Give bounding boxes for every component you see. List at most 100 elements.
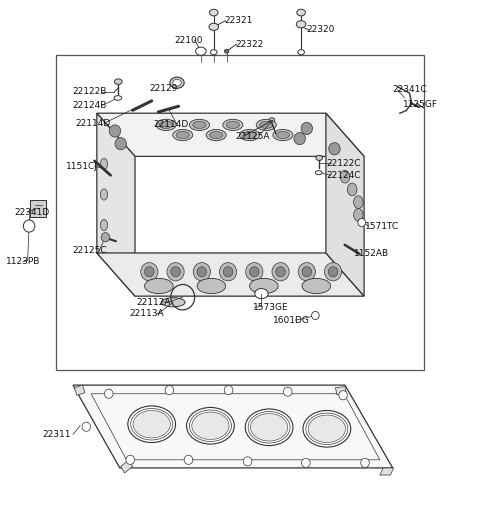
Ellipse shape bbox=[260, 121, 273, 128]
Ellipse shape bbox=[250, 278, 278, 294]
Circle shape bbox=[141, 263, 158, 281]
Circle shape bbox=[276, 267, 285, 277]
Ellipse shape bbox=[173, 129, 193, 141]
Circle shape bbox=[171, 267, 180, 277]
Text: 22341D: 22341D bbox=[15, 208, 50, 217]
Ellipse shape bbox=[308, 415, 346, 443]
Ellipse shape bbox=[114, 96, 121, 100]
Text: 22322: 22322 bbox=[235, 39, 264, 49]
Ellipse shape bbox=[298, 50, 304, 55]
Polygon shape bbox=[120, 460, 132, 473]
Ellipse shape bbox=[296, 21, 306, 28]
Circle shape bbox=[223, 267, 233, 277]
Text: 22113A: 22113A bbox=[129, 310, 164, 318]
Ellipse shape bbox=[224, 49, 229, 53]
Ellipse shape bbox=[226, 121, 240, 128]
Text: 22341C: 22341C bbox=[393, 85, 427, 95]
Ellipse shape bbox=[161, 298, 185, 307]
Circle shape bbox=[126, 455, 134, 464]
Circle shape bbox=[24, 220, 35, 232]
Text: 1125GF: 1125GF bbox=[403, 100, 438, 108]
Circle shape bbox=[301, 458, 310, 468]
Circle shape bbox=[302, 267, 312, 277]
Circle shape bbox=[105, 389, 113, 398]
Text: 1601DG: 1601DG bbox=[274, 316, 310, 324]
Text: 22124B: 22124B bbox=[72, 101, 107, 110]
Ellipse shape bbox=[176, 131, 190, 138]
Text: 22100: 22100 bbox=[174, 35, 203, 44]
Ellipse shape bbox=[196, 47, 206, 55]
Ellipse shape bbox=[255, 289, 268, 299]
Ellipse shape bbox=[223, 119, 243, 130]
Circle shape bbox=[109, 125, 120, 137]
Ellipse shape bbox=[243, 131, 256, 138]
Ellipse shape bbox=[303, 410, 351, 447]
Text: 22122C: 22122C bbox=[326, 158, 360, 168]
Circle shape bbox=[328, 267, 338, 277]
Circle shape bbox=[219, 263, 237, 281]
Ellipse shape bbox=[209, 23, 218, 30]
Ellipse shape bbox=[100, 189, 108, 200]
Ellipse shape bbox=[144, 278, 173, 294]
Circle shape bbox=[101, 233, 110, 242]
Ellipse shape bbox=[209, 131, 223, 138]
Ellipse shape bbox=[100, 158, 108, 170]
Circle shape bbox=[361, 458, 369, 468]
Polygon shape bbox=[97, 113, 135, 296]
Ellipse shape bbox=[100, 219, 108, 230]
Ellipse shape bbox=[206, 129, 226, 141]
Ellipse shape bbox=[173, 79, 181, 86]
Text: 22124C: 22124C bbox=[326, 171, 360, 180]
Polygon shape bbox=[326, 113, 364, 296]
Ellipse shape bbox=[302, 278, 331, 294]
Circle shape bbox=[193, 263, 210, 281]
Ellipse shape bbox=[348, 183, 357, 196]
Ellipse shape bbox=[256, 119, 276, 130]
Circle shape bbox=[294, 132, 305, 145]
Text: 22114D: 22114D bbox=[75, 119, 110, 128]
Ellipse shape bbox=[273, 129, 293, 141]
Ellipse shape bbox=[240, 129, 260, 141]
Ellipse shape bbox=[315, 171, 322, 175]
Text: 22311: 22311 bbox=[42, 430, 71, 439]
Text: 22114D: 22114D bbox=[153, 120, 188, 129]
Text: 22125C: 22125C bbox=[72, 246, 107, 255]
Ellipse shape bbox=[170, 77, 184, 88]
Polygon shape bbox=[336, 387, 347, 395]
Ellipse shape bbox=[128, 406, 176, 443]
Ellipse shape bbox=[209, 9, 218, 16]
Polygon shape bbox=[73, 385, 393, 468]
Circle shape bbox=[144, 267, 154, 277]
Ellipse shape bbox=[210, 50, 217, 55]
Circle shape bbox=[165, 386, 174, 395]
Circle shape bbox=[272, 263, 289, 281]
Text: 22321: 22321 bbox=[225, 16, 253, 25]
Polygon shape bbox=[97, 253, 364, 296]
Text: 1571TC: 1571TC bbox=[365, 222, 399, 230]
Text: 1151CJ: 1151CJ bbox=[66, 162, 98, 171]
Text: 22112A: 22112A bbox=[136, 298, 171, 307]
Ellipse shape bbox=[197, 278, 226, 294]
Polygon shape bbox=[97, 113, 364, 156]
Circle shape bbox=[312, 311, 319, 319]
Circle shape bbox=[250, 267, 259, 277]
Ellipse shape bbox=[192, 412, 229, 439]
Circle shape bbox=[82, 422, 91, 431]
Ellipse shape bbox=[269, 118, 275, 122]
Polygon shape bbox=[74, 385, 85, 396]
Bar bbox=[56, 55, 424, 370]
Ellipse shape bbox=[276, 131, 289, 138]
Ellipse shape bbox=[190, 119, 209, 130]
Circle shape bbox=[324, 263, 342, 281]
Circle shape bbox=[115, 137, 126, 150]
Polygon shape bbox=[30, 200, 46, 217]
Ellipse shape bbox=[133, 410, 170, 438]
Ellipse shape bbox=[156, 119, 176, 130]
Ellipse shape bbox=[340, 170, 350, 183]
Ellipse shape bbox=[187, 407, 234, 444]
Circle shape bbox=[329, 143, 340, 155]
Ellipse shape bbox=[297, 9, 305, 16]
Ellipse shape bbox=[354, 196, 363, 208]
Ellipse shape bbox=[316, 155, 323, 160]
Text: 1123PB: 1123PB bbox=[6, 257, 40, 266]
